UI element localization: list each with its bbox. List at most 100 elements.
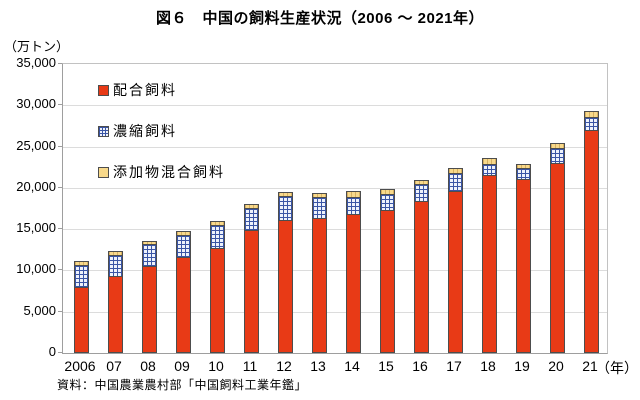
bar-segment-premix <box>107 251 123 255</box>
y-tick-label: 20,000 <box>16 178 56 194</box>
bar-segment-concentrate <box>73 265 89 287</box>
bar-segment-compound <box>345 213 361 353</box>
bar-segment-compound <box>481 175 497 353</box>
x-tick-label: 09 <box>174 358 190 374</box>
bar-segment-concentrate <box>549 147 565 164</box>
stacked-bar-07 <box>107 251 123 353</box>
y-tick-mark <box>58 352 62 353</box>
x-tick-label: 16 <box>412 358 428 374</box>
bar-segment-compound <box>209 248 225 353</box>
bar-segment-premix <box>583 111 599 117</box>
stacked-bar-12 <box>277 192 293 353</box>
y-axis-unit-label: （万トン） <box>4 39 70 54</box>
gridline <box>63 229 607 231</box>
bar-segment-premix <box>481 158 497 164</box>
bar-segment-concentrate <box>243 208 259 230</box>
bar-segment-compound <box>311 218 327 353</box>
y-tick-mark <box>58 145 62 147</box>
stacked-bar-13 <box>311 193 327 353</box>
bar-segment-premix <box>447 168 463 174</box>
stacked-bar-19 <box>515 163 531 353</box>
x-tick-label: 07 <box>106 358 122 374</box>
bar-segment-compound <box>379 209 395 353</box>
bar-segment-concentrate <box>379 194 395 210</box>
x-tick-label: 14 <box>344 358 360 374</box>
legend-label-premix: 添加物混合飼料 <box>113 164 225 180</box>
x-tick-label: 2006 <box>64 358 96 374</box>
x-tick-label: 10 <box>208 358 224 374</box>
source-note: 資料：中国農業農村部「中国飼料工業年鑑」 <box>57 378 308 392</box>
stacked-bar-14 <box>345 191 361 353</box>
legend-label-compound: 配合飼料 <box>113 82 177 98</box>
y-tick-label: 25,000 <box>16 137 56 153</box>
y-tick-mark <box>58 186 62 188</box>
bar-segment-premix <box>413 179 429 184</box>
stacked-bar-16 <box>413 179 429 353</box>
bar-segment-compound <box>73 286 89 353</box>
bar-segment-premix <box>277 192 293 197</box>
y-tick-mark <box>58 310 62 312</box>
legend-swatch-premix-icon <box>98 166 109 178</box>
x-tick-label: 20 <box>548 358 564 374</box>
stacked-bar-2006 <box>73 261 89 353</box>
bar-segment-concentrate <box>107 254 123 277</box>
chart-title: 図６ 中国の飼料生産状況（2006 ～ 2021年） <box>155 10 485 27</box>
bar-segment-premix <box>311 193 327 198</box>
stacked-bar-09 <box>175 231 191 353</box>
bar-segment-premix <box>243 203 259 209</box>
x-tick-label: 12 <box>276 358 292 374</box>
stacked-bar-20 <box>549 143 565 353</box>
bar-segment-concentrate <box>345 196 361 214</box>
x-tick-label: 19 <box>514 358 530 374</box>
bar-segment-concentrate <box>209 225 225 249</box>
legend-item-premix: 添加物混合飼料 <box>98 162 225 182</box>
bar-segment-concentrate <box>277 196 293 221</box>
bar-segment-concentrate <box>141 244 157 267</box>
x-tick-label: 13 <box>310 358 326 374</box>
bar-segment-compound <box>413 201 429 353</box>
bar-segment-compound <box>175 257 191 353</box>
y-tick-label: 0 <box>48 344 56 359</box>
stacked-bar-15 <box>379 188 395 353</box>
gridline <box>63 270 607 272</box>
bar-segment-compound <box>515 178 531 353</box>
legend-label-concentrate: 濃縮飼料 <box>113 123 177 139</box>
bar-segment-premix <box>549 143 565 148</box>
bar-segment-premix <box>209 220 225 226</box>
stacked-bar-21 <box>583 111 599 353</box>
gridline <box>63 311 607 313</box>
y-tick-mark <box>58 104 62 106</box>
x-tick-label: 08 <box>140 358 156 374</box>
y-tick-mark <box>58 228 62 230</box>
y-tick-label: 5,000 <box>23 302 56 318</box>
bar-segment-compound <box>583 130 599 353</box>
x-axis-unit-label: （年） <box>596 360 638 376</box>
gridline <box>63 187 607 189</box>
y-tick-label: 35,000 <box>16 55 56 70</box>
stacked-bar-17 <box>447 168 463 353</box>
legend-swatch-concentrate-icon <box>98 125 109 137</box>
stacked-bar-10 <box>209 220 225 353</box>
plot-area <box>62 63 608 354</box>
bar-segment-premix <box>515 163 531 168</box>
chart-legend: 配合飼料 濃縮飼料 添加物混合飼料 <box>98 80 225 182</box>
bar-segment-concentrate <box>311 197 327 219</box>
x-tick-label: 17 <box>446 358 462 374</box>
bar-segment-premix <box>73 261 89 266</box>
gridline <box>63 146 607 148</box>
bar-segment-compound <box>549 163 565 353</box>
bar-segment-compound <box>141 266 157 353</box>
bar-segment-compound <box>447 191 463 353</box>
stacked-bar-18 <box>481 158 497 353</box>
bar-segment-concentrate <box>583 116 599 131</box>
stacked-bar-08 <box>141 240 157 353</box>
y-tick-label: 10,000 <box>16 261 56 277</box>
y-tick-label: 15,000 <box>16 220 56 236</box>
bar-segment-premix <box>175 231 191 236</box>
x-tick-label: 18 <box>480 358 496 374</box>
legend-item-compound: 配合飼料 <box>98 80 225 100</box>
stacked-bar-11 <box>243 203 259 353</box>
bar-segment-concentrate <box>413 183 429 202</box>
bar-segment-concentrate <box>447 173 463 192</box>
